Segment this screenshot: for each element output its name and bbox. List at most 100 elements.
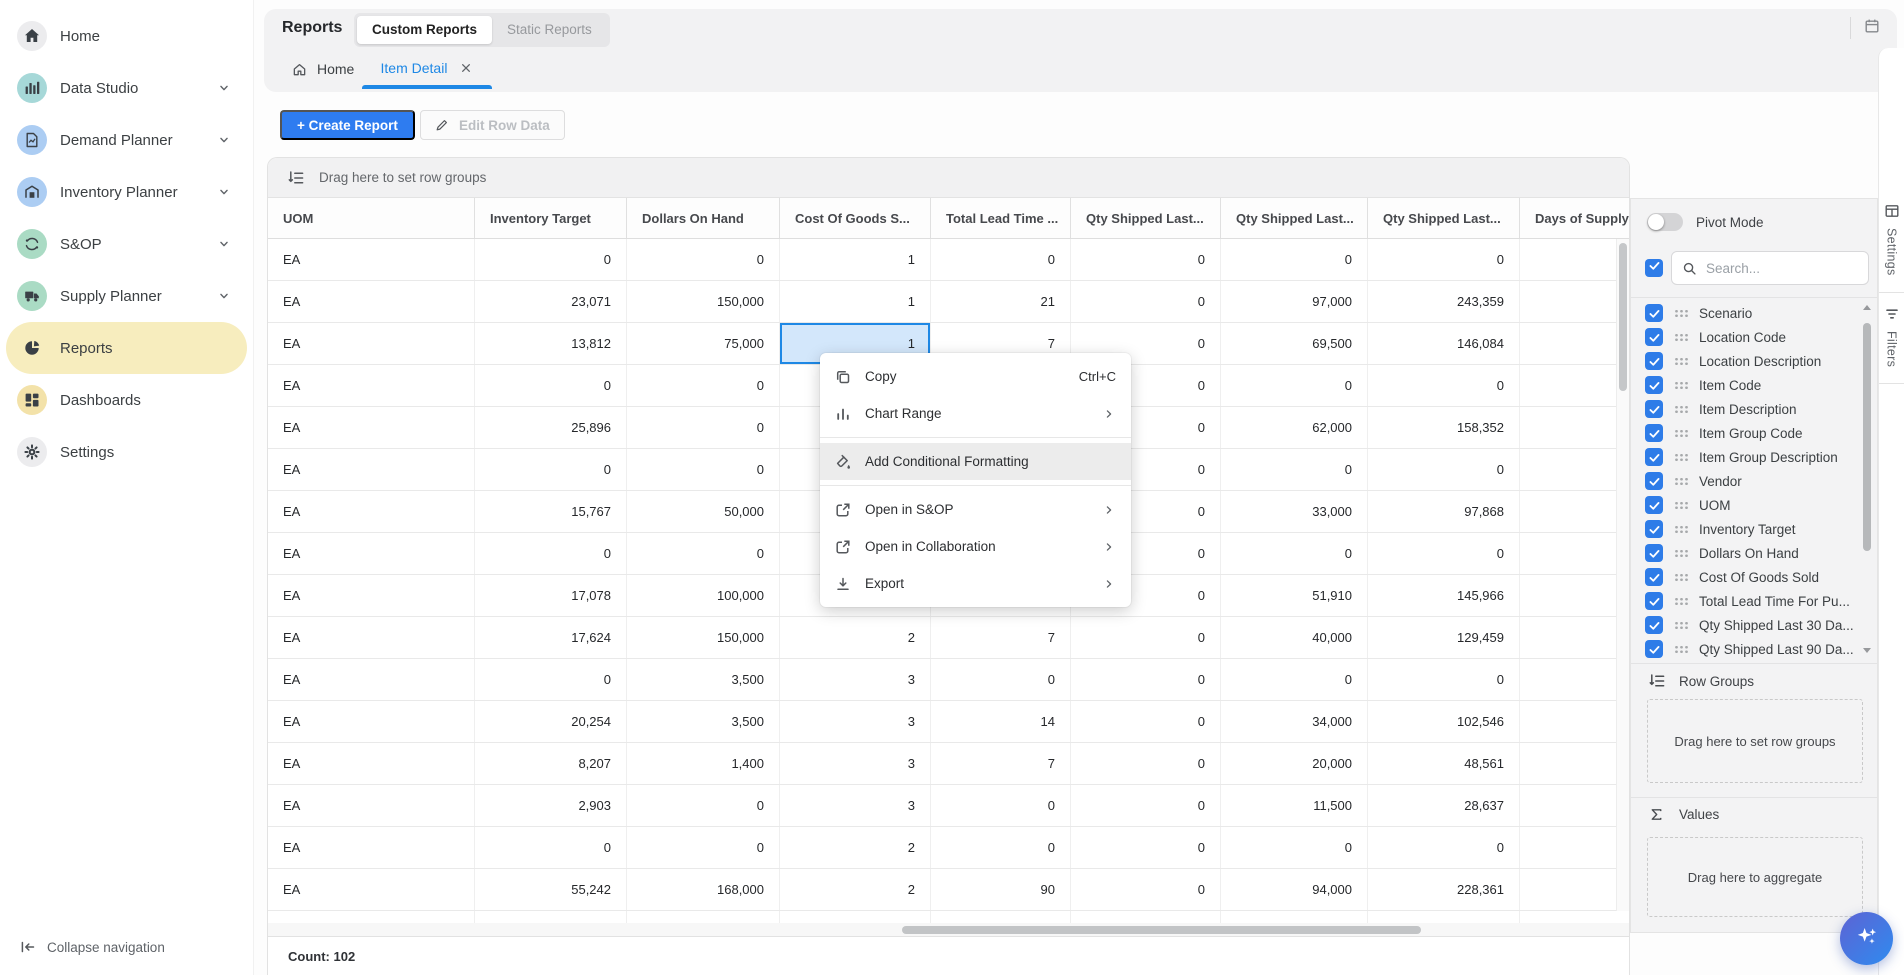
drag-grip-icon[interactable] [1674,524,1688,534]
grid-cell[interactable]: 0 [1071,491,1221,532]
grid-cell[interactable]: 0 [1221,239,1368,280]
grid-cell[interactable]: 129,459 [1368,617,1520,658]
row-group-drop-bar[interactable]: Drag here to set row groups [268,158,1629,198]
toolbar-tab-filters[interactable]: Filters [1879,293,1904,384]
grid-cell[interactable]: 0 [627,827,780,868]
grid-cell[interactable]: 75,000 [627,323,780,364]
drag-grip-icon[interactable] [1674,620,1688,630]
column-header-qty-shipped-last[interactable]: Qty Shipped Last... [1368,198,1520,238]
grid-cell[interactable]: 13,812 [475,323,627,364]
checkbox-checked[interactable] [1645,328,1663,346]
drag-grip-icon[interactable] [1674,548,1688,558]
checkbox-checked[interactable] [1645,424,1663,442]
vertical-scrollbar-thumb[interactable] [1619,243,1627,391]
grid-cell[interactable]: 243,359 [1368,281,1520,322]
segment-static-reports[interactable]: Static Reports [507,22,592,37]
checkbox-checked[interactable] [1645,568,1663,586]
grid-cell[interactable] [1520,281,1629,322]
grid-cell[interactable]: 0 [1071,659,1221,700]
grid-cell[interactable] [1520,323,1629,364]
grid-cell[interactable]: 15,767 [475,491,627,532]
drag-grip-icon[interactable] [1674,332,1688,342]
grid-cell[interactable]: EA [268,449,475,490]
grid-cell[interactable]: 8,207 [475,743,627,784]
toolbar-tab-settings[interactable]: Settings [1879,190,1904,293]
grid-cell[interactable]: 0 [475,365,627,406]
checkbox-checked[interactable] [1645,616,1663,634]
grid-cell[interactable]: 14 [931,701,1071,742]
grid-cell[interactable]: 0 [627,449,780,490]
menu-item-open-in-s-op[interactable]: Open in S&OP [820,491,1131,528]
field-item-item-code[interactable]: Item Code [1631,373,1877,397]
grid-cell[interactable]: 0 [627,407,780,448]
grid-cell[interactable] [1520,743,1629,784]
grid-cell[interactable]: EA [268,659,475,700]
field-item-scenario[interactable]: Scenario [1631,301,1877,325]
grid-cell[interactable]: 0 [1221,449,1368,490]
field-list-scrollbar[interactable] [1862,305,1872,653]
grid-cell[interactable]: 11,500 [1221,785,1368,826]
checkbox-checked[interactable] [1645,448,1663,466]
values-dropzone[interactable]: Drag here to aggregate [1647,837,1863,917]
grid-cell[interactable]: 150,000 [627,281,780,322]
sidebar-item-s-op[interactable]: S&OP [6,218,247,270]
grid-cell[interactable]: 25,896 [475,407,627,448]
grid-cell[interactable]: 3 [780,659,931,700]
grid-cell[interactable]: 17,624 [475,617,627,658]
grid-cell[interactable]: 0 [1071,701,1221,742]
drag-grip-icon[interactable] [1674,500,1688,510]
grid-cell[interactable]: 0 [1368,365,1520,406]
grid-cell[interactable]: 0 [475,659,627,700]
grid-cell[interactable]: 0 [1071,617,1221,658]
grid-cell[interactable]: EA [268,239,475,280]
column-header-total-lead-time[interactable]: Total Lead Time ... [931,198,1071,238]
pivot-mode-toggle[interactable] [1647,213,1683,231]
grid-cell[interactable] [1520,365,1629,406]
field-item-location-code[interactable]: Location Code [1631,325,1877,349]
drag-grip-icon[interactable] [1674,380,1688,390]
grid-cell[interactable]: 150,000 [627,617,780,658]
checkbox-checked[interactable] [1645,544,1663,562]
grid-cell[interactable]: 3,500 [627,701,780,742]
scroll-up-arrow[interactable] [1863,305,1871,310]
checkbox-checked[interactable] [1645,472,1663,490]
grid-cell[interactable]: 0 [931,827,1071,868]
drag-grip-icon[interactable] [1674,404,1688,414]
grid-cell[interactable]: 0 [1071,323,1221,364]
drag-grip-icon[interactable] [1674,476,1688,486]
grid-cell[interactable]: 0 [931,239,1071,280]
grid-cell[interactable] [1520,449,1629,490]
sidebar-item-inventory-planner[interactable]: Inventory Planner [6,166,247,218]
grid-cell[interactable]: 168,000 [627,869,780,910]
checkbox-checked[interactable] [1645,520,1663,538]
grid-cell[interactable]: EA [268,743,475,784]
grid-cell[interactable]: 3 [780,785,931,826]
horizontal-scrollbar-thumb[interactable] [902,925,1421,934]
grid-cell[interactable]: 0 [1071,365,1221,406]
grid-cell[interactable]: EA [268,407,475,448]
grid-cell[interactable]: EA [268,365,475,406]
sidebar-item-settings[interactable]: Settings [6,426,247,478]
grid-cell[interactable]: 2,903 [475,785,627,826]
drag-grip-icon[interactable] [1674,452,1688,462]
grid-cell[interactable]: EA [268,491,475,532]
grid-cell[interactable]: 0 [1071,407,1221,448]
grid-cell[interactable]: 34,000 [1221,701,1368,742]
grid-cell[interactable]: 0 [1368,659,1520,700]
grid-cell[interactable]: 33,000 [1221,491,1368,532]
sidebar-item-dashboards[interactable]: Dashboards [6,374,247,426]
grid-cell[interactable]: 0 [475,533,627,574]
field-item-qty-shipped-last-90-da[interactable]: Qty Shipped Last 90 Da... [1631,637,1877,661]
select-all-columns-checkbox[interactable] [1645,259,1663,277]
grid-cell[interactable]: 0 [1071,449,1221,490]
checkbox-checked[interactable] [1645,304,1663,322]
checkbox-checked[interactable] [1645,592,1663,610]
grid-cell[interactable]: 97,868 [1368,491,1520,532]
menu-item-add-conditional-formatting[interactable]: Add Conditional Formatting [820,443,1131,480]
grid-cell[interactable] [1520,617,1629,658]
grid-cell[interactable]: EA [268,281,475,322]
checkbox-checked[interactable] [1645,496,1663,514]
column-header-cost-of-goods-s[interactable]: Cost Of Goods S... [780,198,931,238]
column-header-dollars-on-hand[interactable]: Dollars On Hand [627,198,780,238]
grid-cell[interactable]: 0 [931,785,1071,826]
